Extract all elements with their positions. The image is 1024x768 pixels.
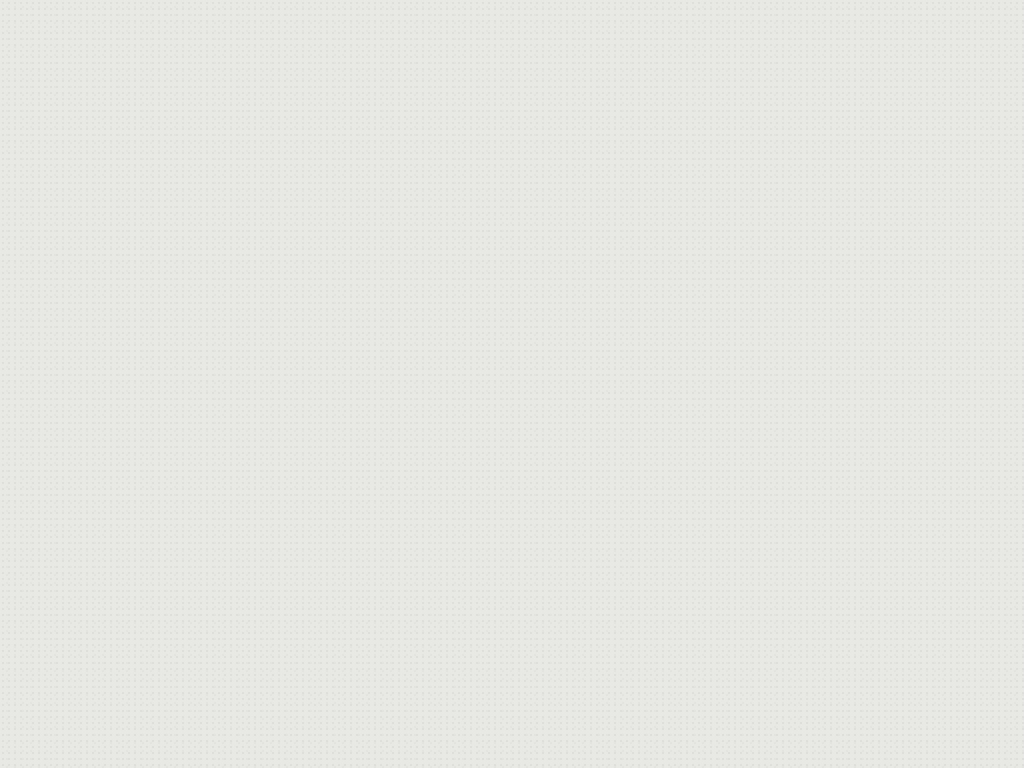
- graphene-2d-structure: [0, 0, 300, 150]
